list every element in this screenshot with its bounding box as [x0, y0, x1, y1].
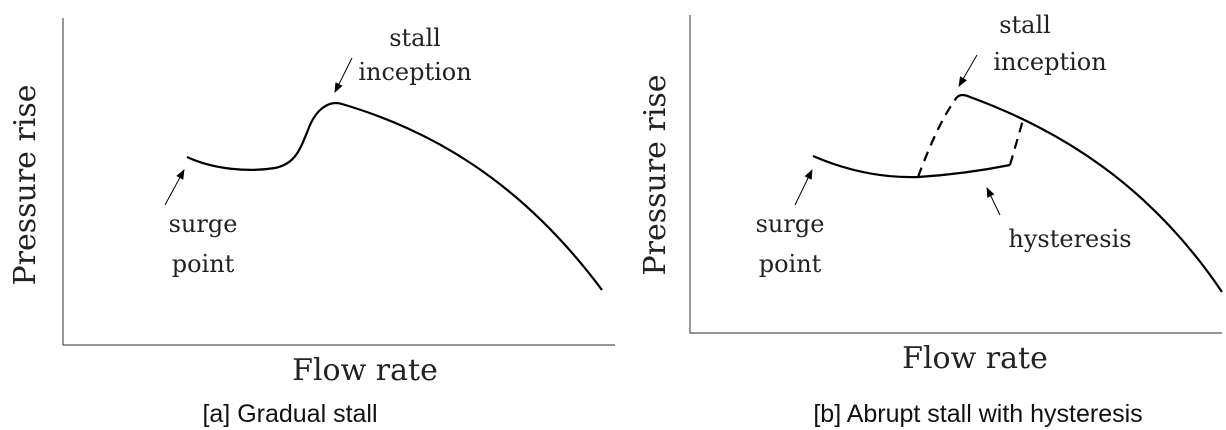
annotation: stall [389, 24, 441, 52]
annotation: point [172, 250, 235, 278]
panel-a: Pressure rise Flow rate [a] Gradual stal… [8, 18, 615, 428]
axes [62, 18, 615, 346]
y-axis-label: Pressure rise [638, 74, 673, 275]
curve [954, 93, 1223, 293]
annotation: hysteresis [1008, 225, 1131, 253]
curve [812, 154, 1011, 179]
dashed-curve [916, 99, 956, 178]
axes [689, 15, 1222, 334]
panel-b: Pressure rise Flow rate [b] Abrupt stall… [638, 11, 1223, 428]
arrow [334, 57, 353, 93]
arrow [794, 169, 813, 206]
arrow [164, 169, 185, 206]
caption: [a] Gradual stall [202, 400, 377, 428]
x-axis-label: Flow rate [292, 353, 438, 388]
curve [186, 101, 603, 291]
annotation: surge [169, 210, 238, 238]
annotation: inception [358, 58, 471, 86]
annotation: point [759, 250, 822, 278]
x-axis-label: Flow rate [902, 341, 1048, 376]
caption: [b] Abrupt stall with hysteresis [813, 400, 1142, 428]
y-axis-label: Pressure rise [8, 84, 43, 285]
dashed-curve [1008, 119, 1025, 166]
arrow [958, 54, 978, 87]
annotation: surge [756, 210, 825, 238]
annotation: stall [999, 11, 1051, 39]
annotation: inception [993, 48, 1106, 76]
arrow [986, 187, 1001, 216]
